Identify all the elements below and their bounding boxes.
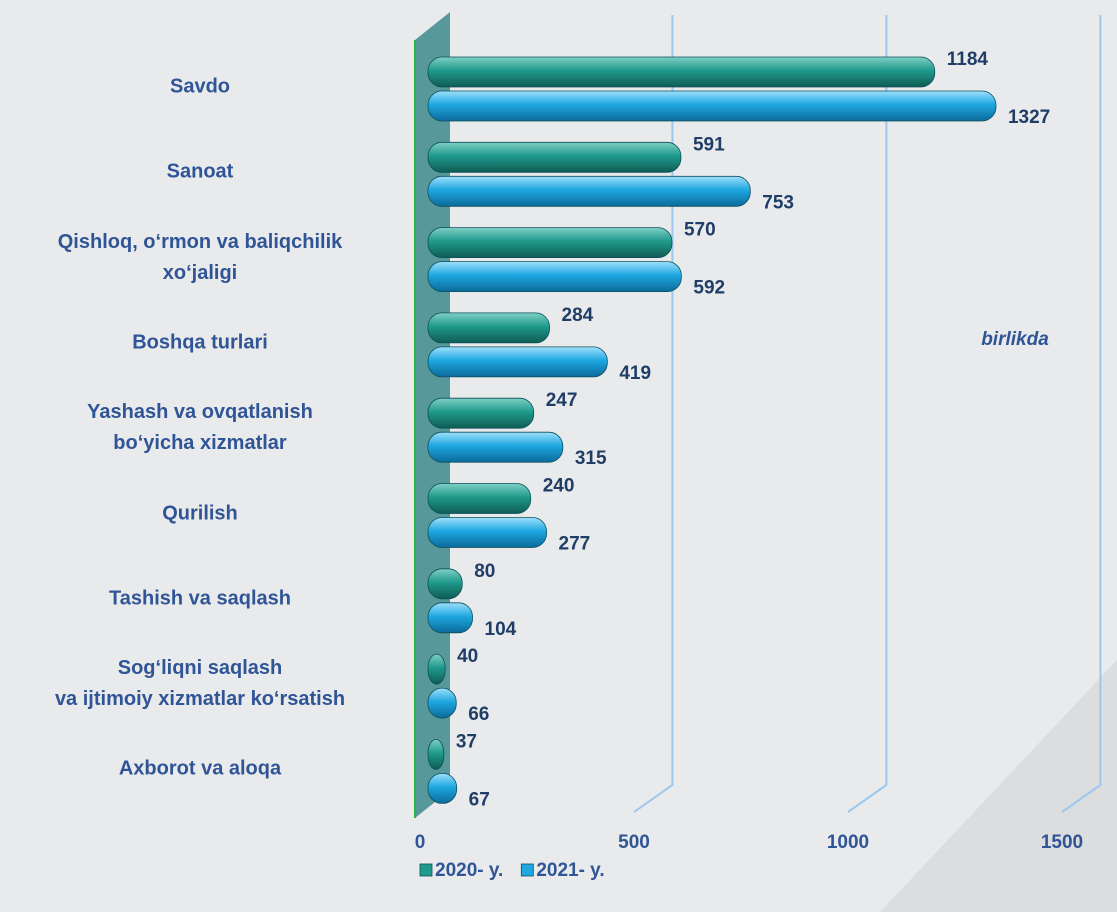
background-shape [880,660,1117,912]
x-tick-label: 1000 [827,832,869,853]
bar [427,56,936,88]
x-tick-label: 1500 [1041,832,1083,853]
x-tick-label: 500 [618,832,650,853]
bar [427,653,446,685]
legend-swatch [419,863,433,877]
value-label: 315 [575,448,607,469]
bar [427,397,535,429]
bar [427,175,751,207]
bar [427,431,564,463]
category-label: Sanoat [166,160,234,183]
value-label: 80 [474,561,495,582]
bar [427,687,457,719]
legend-label: 2021- y. [536,860,604,881]
value-label: 104 [485,619,517,640]
value-label: 419 [619,363,651,384]
category-label: Qishloq, o‘rmon va baliqchilik xo‘jaligi [57,230,343,284]
category-label: Sog‘liqni saqlash va ijtimoiy xizmatlar … [54,657,346,711]
category-label: Tashish va saqlash [109,587,291,610]
bar [427,602,473,634]
value-label: 592 [693,278,725,299]
grid-line [633,15,674,813]
category-label: Yashash va ovqatlanish bo‘yicha xizmatla… [87,401,313,455]
value-label: 66 [468,704,489,725]
grid-line [1061,15,1102,813]
annotation: birlikda [981,329,1049,350]
value-label: 1327 [1008,107,1050,128]
bar [427,312,550,344]
value-label: 67 [469,789,490,810]
x-tick-label: 0 [415,832,426,853]
value-label: 1184 [947,49,989,70]
bar [427,568,463,600]
bar [427,483,532,514]
category-label: Qurilish [162,502,238,524]
value-label: 247 [546,390,578,411]
bar [427,261,682,293]
value-label: 591 [693,134,725,155]
category-label: Axborot va aloqa [118,757,282,780]
value-label: 753 [762,192,794,213]
bar [427,90,997,122]
value-label: 570 [684,220,716,241]
bar [427,517,547,548]
value-label: 284 [562,305,594,326]
bar [427,227,673,259]
legend-label: 2020- y. [435,860,503,881]
bar [427,773,458,804]
grid-line [847,15,888,813]
bar [427,141,682,173]
value-label: 277 [559,534,591,555]
value-label: 40 [457,646,478,667]
value-label: 37 [456,731,477,752]
bar [427,739,445,770]
bar [427,346,608,378]
category-label: Boshqa turlari [132,331,268,354]
legend-swatch [520,863,534,877]
value-label: 240 [543,476,575,497]
category-label: Savdo [169,75,231,98]
